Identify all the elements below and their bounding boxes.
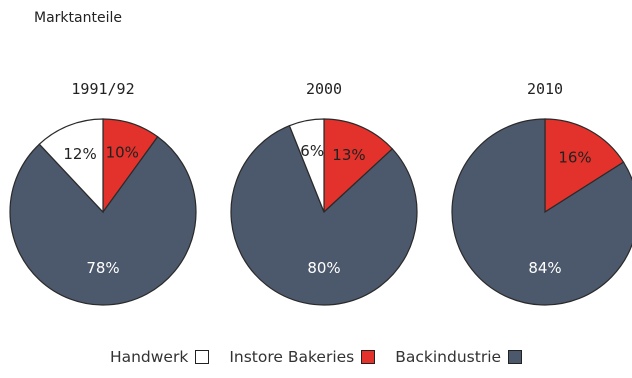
slice-value-label: 78%: [86, 259, 119, 277]
pie-title: 2000: [306, 80, 342, 98]
pie-slice-backindustrie: [230, 124, 418, 306]
legend-item-backindustrie: Backindustrie: [395, 348, 523, 366]
pie-slice-instore-bakeries: [323, 118, 394, 214]
pie-2000: 2000 13% 80% 6%: [230, 80, 418, 306]
legend-swatch-backindustrie: [508, 350, 523, 364]
slice-value-label: 10%: [106, 144, 139, 162]
slice-value-label: 13%: [332, 146, 365, 164]
pie-2010: 2010 16% 84%: [451, 80, 632, 306]
pie-slice-handwerk: [38, 118, 104, 214]
legend-item-handwerk: Handwerk: [109, 348, 210, 366]
pie-slice-backindustrie: [451, 118, 632, 306]
slice-value-label: 84%: [528, 259, 561, 277]
legend-label: Backindustrie: [395, 348, 502, 366]
legend: Handwerk Instore Bakeries Backindustrie: [0, 348, 632, 366]
legend-label: Instore Bakeries: [229, 348, 355, 366]
pie-1991-92: 1991/92 10% 78% 12%: [9, 80, 197, 306]
chart-title: Marktanteile: [34, 10, 122, 26]
pie-title: 1991/92: [71, 80, 134, 98]
slice-value-label: 16%: [558, 148, 591, 166]
legend-swatch-instore-bakeries: [361, 350, 376, 364]
slice-value-label: 80%: [307, 259, 340, 277]
pie-slice-handwerk: [288, 118, 325, 213]
pie-charts: 1991/92 10% 78% 12% 2000 13% 80% 6% 2010 16% 84%: [9, 80, 632, 306]
slice-value-label: 6%: [300, 142, 324, 160]
legend-swatch-handwerk: [195, 350, 210, 364]
legend-label: Handwerk: [109, 348, 189, 366]
pie-title: 2010: [527, 80, 563, 98]
slice-value-label: 12%: [63, 145, 96, 163]
legend-item-instore-bakeries: Instore Bakeries: [229, 348, 376, 366]
pie-slice-backindustrie: [9, 135, 197, 306]
pie-slice-instore-bakeries: [544, 118, 625, 214]
